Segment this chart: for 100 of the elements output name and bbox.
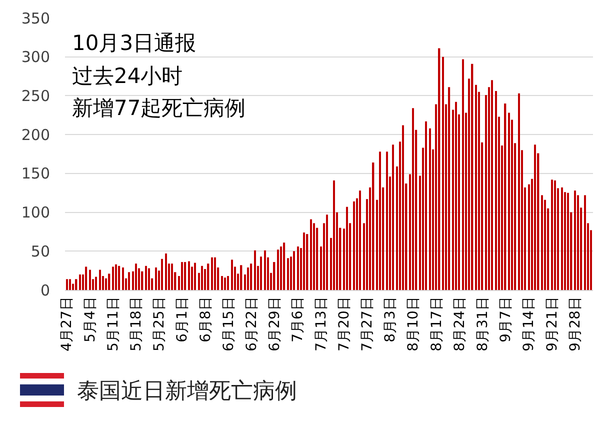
bar — [135, 264, 137, 290]
bar — [247, 267, 249, 290]
bar — [438, 48, 440, 290]
bar — [95, 276, 97, 290]
bar — [372, 162, 374, 290]
bar — [455, 102, 457, 290]
x-tick-label: 6月1日 — [174, 296, 191, 342]
bar — [108, 274, 110, 290]
bar — [227, 276, 229, 290]
bar — [250, 264, 252, 290]
bar — [504, 103, 506, 290]
bar — [293, 251, 295, 290]
bar — [303, 232, 305, 290]
bar — [128, 272, 130, 290]
bar — [462, 59, 464, 290]
bar — [277, 250, 279, 290]
x-tick-label: 8月31日 — [475, 296, 491, 352]
bar — [145, 266, 147, 290]
bar — [287, 258, 289, 290]
bar — [584, 195, 586, 290]
x-tick-label: 7月20日 — [336, 296, 352, 352]
bar — [79, 274, 81, 290]
bar — [541, 195, 543, 290]
bar — [165, 253, 167, 290]
bar — [118, 266, 120, 290]
annotation: 新增77起死亡病例 — [72, 96, 246, 120]
bar — [471, 64, 474, 290]
bar — [214, 257, 216, 290]
y-tick-label: 150 — [21, 164, 50, 183]
bar — [353, 201, 355, 290]
bar — [207, 264, 210, 290]
y-tick-label: 50 — [30, 242, 50, 260]
bar — [346, 206, 348, 290]
bar — [518, 93, 520, 290]
bar — [429, 128, 431, 290]
bar — [75, 279, 78, 290]
y-tick-label: 100 — [21, 204, 50, 222]
bar — [273, 262, 276, 290]
bar — [280, 246, 282, 290]
bar — [201, 266, 203, 290]
text: 泰国近日新增死亡病例 — [77, 379, 297, 404]
x-tick-label: 5月25日 — [152, 296, 168, 352]
x-tick-label: 8月17日 — [428, 296, 445, 352]
bar — [260, 256, 262, 290]
x-tick-label: 4月27日 — [59, 296, 76, 352]
x-tick-label: 6月8日 — [198, 296, 214, 342]
bar — [574, 190, 576, 290]
y-tick-label: 300 — [21, 48, 50, 66]
x-tick-label: 6月15日 — [220, 296, 237, 352]
bar — [475, 84, 477, 290]
bar — [554, 180, 556, 290]
bar — [221, 276, 223, 290]
bar — [181, 262, 183, 290]
bar — [85, 266, 88, 290]
bar — [425, 121, 427, 290]
x-tick-label: 8月10日 — [406, 296, 422, 352]
bar — [448, 87, 450, 290]
x-tick-label: 8月24日 — [452, 296, 468, 352]
bar — [442, 56, 444, 290]
bar — [231, 260, 233, 290]
bar — [359, 190, 361, 290]
bar — [240, 265, 242, 290]
bar — [264, 250, 266, 290]
bar — [333, 180, 335, 290]
bar — [99, 270, 101, 290]
bar — [184, 262, 186, 290]
x-tick-label: 8月3日 — [382, 296, 399, 342]
x-tick-label: 9月7日 — [498, 296, 514, 342]
x-tick-label: 7月13日 — [313, 296, 330, 352]
bar — [495, 91, 497, 290]
y-tick-label: 250 — [21, 86, 50, 105]
y-tick-label: 350 — [21, 9, 50, 28]
bar — [283, 242, 286, 290]
bar — [89, 270, 91, 290]
bar — [567, 192, 569, 290]
bar — [122, 267, 124, 290]
bar — [306, 234, 308, 290]
bar — [161, 258, 163, 290]
bar — [561, 187, 563, 290]
annotation: 过去24小时 — [72, 64, 183, 88]
x-tick-label: 5月11日 — [105, 296, 122, 352]
x-tick-label: 6月22日 — [244, 296, 260, 352]
bar — [171, 264, 173, 290]
bar — [194, 262, 196, 290]
x-tick-label: 5月4日 — [82, 296, 98, 342]
bar — [211, 257, 213, 290]
y-tick-label: 0 — [40, 281, 50, 300]
x-tick-label: 7月27日 — [360, 296, 376, 352]
x-tick-label: 9月14日 — [521, 296, 538, 352]
bar — [69, 279, 71, 290]
bar — [313, 223, 315, 290]
bar — [188, 261, 190, 290]
bar — [402, 125, 404, 290]
bar — [392, 144, 394, 290]
bar — [66, 279, 68, 290]
bar — [297, 246, 299, 290]
bar — [491, 80, 493, 290]
bar — [115, 264, 117, 290]
bar — [379, 152, 381, 290]
bar — [551, 180, 553, 290]
